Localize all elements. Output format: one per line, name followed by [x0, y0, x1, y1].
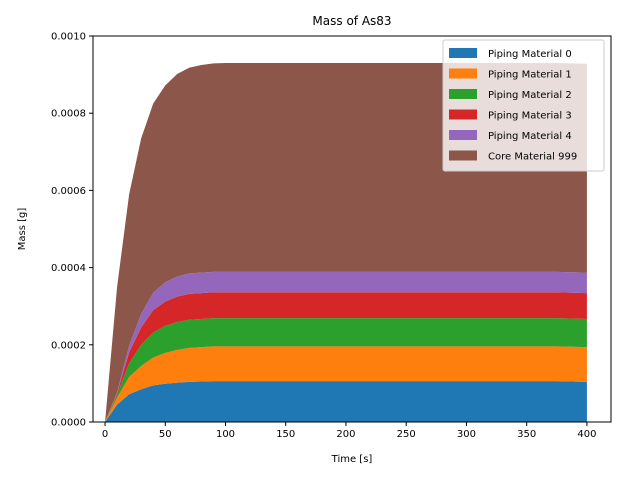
legend-label-piping-material-0: Piping Material 0: [488, 49, 572, 60]
x-tick-label: 150: [276, 429, 295, 440]
legend-swatch-piping-material-3: [449, 109, 477, 120]
x-tick-label: 400: [577, 429, 596, 440]
area-piping-material-1: [105, 346, 587, 422]
y-tick-label: 0.0006: [51, 186, 86, 197]
x-tick-label: 300: [457, 429, 476, 440]
legend-label-piping-material-2: Piping Material 2: [488, 90, 572, 101]
legend-swatch-piping-material-4: [449, 130, 477, 140]
x-tick-label: 50: [159, 429, 172, 440]
area-piping-material-3: [105, 292, 587, 422]
y-tick-label: 0.0002: [51, 340, 86, 351]
legend-box: [442, 39, 605, 172]
x-axis: 0 50 100 150 200 250 300 350 400: [102, 422, 596, 440]
y-tick-label: 0.0000: [51, 418, 86, 429]
x-tick-label: 250: [397, 429, 416, 440]
x-tick-label: 100: [216, 429, 235, 440]
plot-frame: [92, 35, 612, 423]
legend-label-piping-material-1: Piping Material 1: [488, 70, 572, 81]
y-axis-title: Mass [g]: [17, 208, 28, 251]
legend: Piping Material 0 Piping Material 1 Piping…: [442, 39, 605, 172]
legend-swatch-piping-material-2: [449, 89, 477, 99]
legend-label-piping-material-4: Piping Material 4: [488, 131, 572, 142]
area-piping-material-4: [105, 271, 587, 422]
legend-label-piping-material-3: Piping Material 3: [488, 111, 572, 122]
y-tick-label: 0.0010: [51, 32, 86, 43]
x-tick-label: 350: [517, 429, 536, 440]
legend-swatch-piping-material-1: [449, 68, 477, 79]
area-piping-material-0: [105, 381, 587, 422]
area-piping-material-2: [105, 318, 587, 422]
chart-title: Mass of As83: [312, 14, 391, 28]
legend-swatch-core-material-999: [449, 150, 477, 161]
x-tick-label: 0: [102, 429, 108, 440]
y-axis: 0.0000 0.0002 0.0004 0.0006 0.0008 0.0010: [51, 32, 93, 429]
legend-swatch-piping-material-0: [449, 48, 477, 58]
legend-label-core-material-999: Core Material 999: [488, 152, 577, 163]
x-axis-title: Time [s]: [331, 454, 373, 465]
y-tick-label: 0.0008: [51, 109, 86, 120]
y-tick-label: 0.0004: [51, 263, 86, 274]
x-tick-label: 200: [336, 429, 355, 440]
